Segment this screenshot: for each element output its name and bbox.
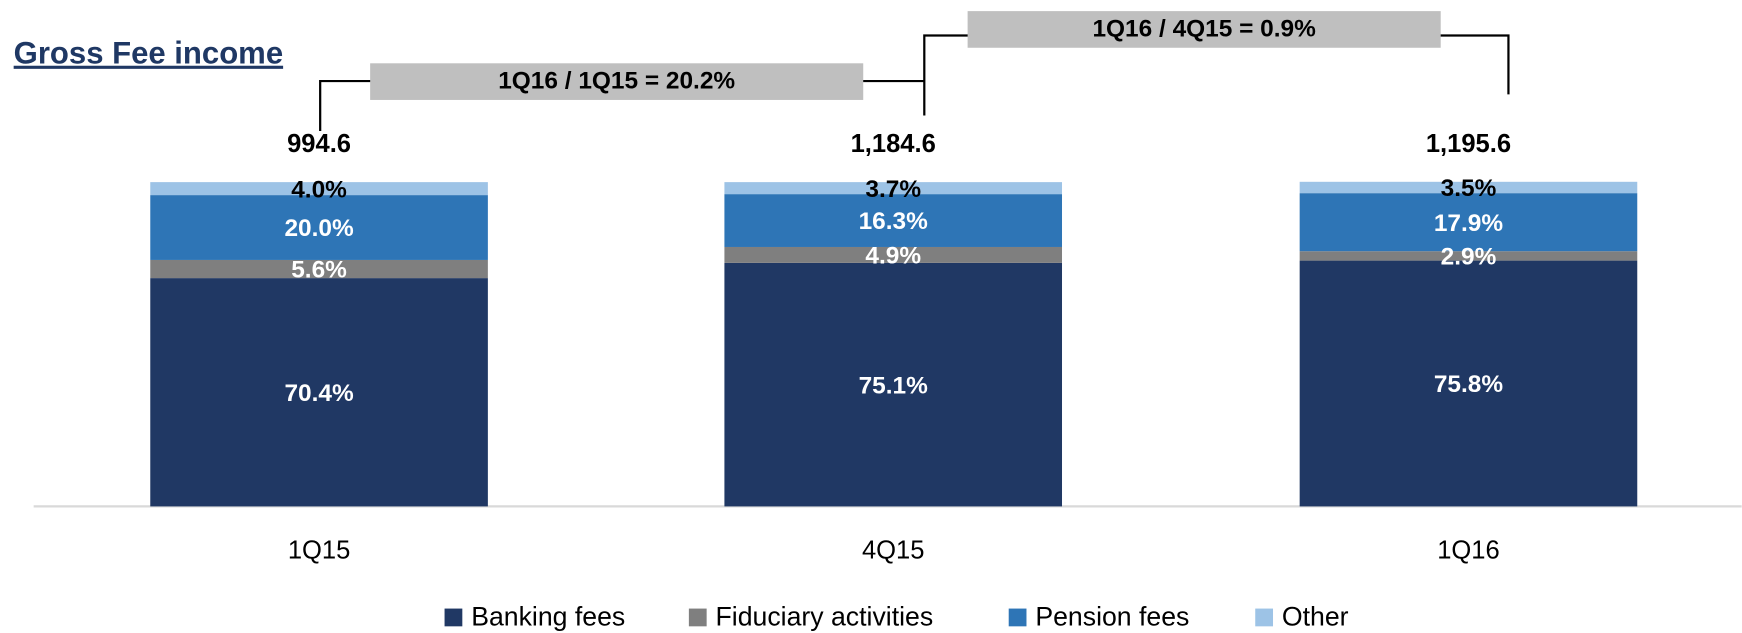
data-label: 17.9% bbox=[1434, 210, 1504, 237]
annotation-box bbox=[967, 11, 1441, 48]
bar-segment bbox=[724, 194, 1063, 247]
data-label: 16.3% bbox=[859, 208, 929, 235]
bar-segment bbox=[724, 182, 1063, 195]
bar-segment bbox=[150, 259, 488, 279]
total-label: 1,184.6 bbox=[851, 130, 936, 158]
legend-swatch bbox=[688, 608, 707, 627]
annotation: 1Q16 / 4Q15 = 0.9% bbox=[1092, 15, 1316, 42]
x-tick-label: 1Q15 bbox=[288, 537, 350, 565]
bar-segment bbox=[1299, 193, 1638, 252]
legend-label: Banking fees bbox=[471, 602, 625, 632]
data-label: 5.6% bbox=[291, 257, 347, 284]
chart-title: Gross Fee income bbox=[14, 36, 283, 71]
data-label: 4.0% bbox=[291, 176, 347, 203]
bar-segment bbox=[1299, 251, 1638, 261]
annotation-box bbox=[370, 63, 864, 100]
x-tick-label: 4Q15 bbox=[862, 537, 924, 565]
data-label: 70.4% bbox=[284, 380, 354, 407]
bar-segment bbox=[1299, 260, 1638, 507]
legend-label: Pension fees bbox=[1035, 602, 1189, 632]
legend-label: Other bbox=[1282, 602, 1349, 632]
legend-swatch bbox=[1008, 608, 1027, 627]
annotation: 1Q16 / 1Q15 = 20.2% bbox=[498, 68, 735, 95]
data-label: 4.9% bbox=[865, 243, 921, 270]
bar-segment bbox=[724, 246, 1063, 263]
data-label: 3.5% bbox=[1441, 175, 1497, 202]
bar-segment bbox=[150, 182, 488, 196]
legend-label: Fiduciary activities bbox=[716, 602, 934, 632]
bar-segment bbox=[150, 278, 488, 507]
data-label: 75.1% bbox=[859, 372, 929, 399]
bar-segment bbox=[724, 262, 1063, 507]
data-label: 3.7% bbox=[865, 176, 921, 203]
bar-segment bbox=[1299, 181, 1638, 194]
x-tick-label: 1Q16 bbox=[1437, 537, 1499, 565]
total-label: 1,195.6 bbox=[1426, 130, 1511, 158]
data-label: 2.9% bbox=[1441, 244, 1497, 271]
legend-swatch bbox=[444, 608, 463, 627]
bar-segment bbox=[150, 195, 488, 260]
legend-swatch bbox=[1255, 608, 1274, 627]
data-label: 20.0% bbox=[284, 215, 354, 242]
data-label: 75.8% bbox=[1434, 371, 1504, 398]
total-label: 994.6 bbox=[287, 130, 351, 158]
